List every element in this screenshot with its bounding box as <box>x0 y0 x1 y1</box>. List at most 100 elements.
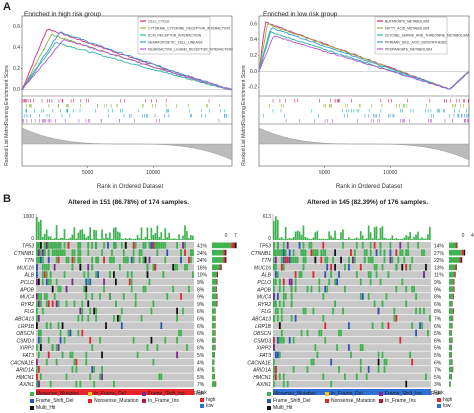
mutation-cell <box>63 271 66 278</box>
mutation-cell <box>184 249 186 256</box>
gene-freq-bar <box>212 359 214 365</box>
tmb-bar <box>73 227 76 240</box>
mutation-legend-swatch <box>325 392 329 396</box>
tmb-bar <box>415 234 417 240</box>
mutation-cell <box>399 336 402 344</box>
mutation-cell <box>36 278 38 286</box>
mutation-cell <box>348 322 350 329</box>
mutation-cell <box>146 263 149 271</box>
tmb-bar <box>178 234 180 240</box>
mutation-cell <box>116 315 119 322</box>
tmb-bar <box>326 238 328 240</box>
gene-label: FLG <box>24 309 34 315</box>
mutation-cell <box>273 344 275 351</box>
mutation-cell <box>132 256 135 264</box>
gene-label: CACNA1E <box>247 360 271 366</box>
mutation-cell <box>55 249 58 256</box>
gene-label: MUC16 <box>17 265 34 271</box>
mutation-cell <box>348 256 350 264</box>
mutation-cell <box>41 256 44 264</box>
mutation-cell <box>427 329 429 337</box>
mutation-cell <box>79 380 82 388</box>
gene-row-bg <box>273 300 431 308</box>
gene-freq-bar <box>449 344 452 351</box>
gene-label: FAT3 <box>23 353 35 359</box>
mutation-cell <box>99 373 101 381</box>
mutation-cell <box>57 242 60 249</box>
gsea-left-title: Enriched in high risk group <box>24 11 101 18</box>
gene-label: ARID1A <box>252 368 272 374</box>
mutation-cell <box>134 300 137 308</box>
mutation-cell <box>73 358 76 366</box>
mutation-cell <box>77 329 80 337</box>
mutation-cell <box>395 315 398 322</box>
mutation-cell <box>280 336 283 344</box>
mutation-cell <box>328 278 331 286</box>
mutation-cell <box>122 293 125 300</box>
mutation-cell <box>375 263 378 271</box>
gene-freq-bar <box>212 293 217 300</box>
mutation-cell <box>120 307 123 315</box>
tmb-bar <box>99 238 101 240</box>
tmb-bar <box>352 238 354 240</box>
mutation-cell <box>290 293 293 300</box>
gene-row-bg <box>36 307 194 315</box>
mutation-cell <box>148 278 151 286</box>
tmb-bar <box>184 225 186 240</box>
mutation-cell <box>126 256 129 264</box>
mutation-cell <box>377 307 380 315</box>
tmb-bar <box>162 238 165 240</box>
mutation-cell <box>330 271 333 278</box>
mutation-cell <box>59 242 62 249</box>
mutation-cell <box>278 285 281 293</box>
gsea-legend-box <box>374 16 448 55</box>
mutation-cell <box>353 249 356 256</box>
tmb-bar <box>188 238 190 240</box>
gene-freq-bar <box>212 308 215 314</box>
mutation-cell <box>77 256 80 264</box>
mutation-cell <box>101 373 103 381</box>
mutation-cell <box>75 358 78 366</box>
mutation-cell <box>294 256 297 264</box>
tmb-bar <box>292 236 295 240</box>
mutation-cell <box>326 263 329 271</box>
mutation-cell <box>381 263 384 271</box>
mutation-cell <box>379 249 382 256</box>
gene-freq-bar <box>214 330 216 336</box>
tmb-bar <box>158 237 161 240</box>
mutation-cell <box>353 256 356 264</box>
panel-letter-a: A <box>3 1 11 13</box>
gene-pct-label: 9% <box>434 280 442 286</box>
mutation-cell <box>278 373 281 381</box>
tmb-bar <box>192 235 194 240</box>
gene-freq-bar <box>225 257 227 263</box>
mutation-cell <box>405 380 408 388</box>
mutation-legend-item: Missense_Mutation <box>267 391 316 397</box>
mutation-cell <box>282 249 285 256</box>
mutation-cell <box>415 329 417 337</box>
mutation-cell <box>142 242 145 249</box>
mutation-cell <box>342 242 344 249</box>
tmb-bar <box>57 238 60 240</box>
mutation-legend-item: Multi_Hit <box>30 405 55 411</box>
mutation-cell <box>71 249 74 256</box>
mutation-legend-swatch <box>88 392 92 396</box>
mutation-cell <box>312 307 315 315</box>
mutation-cell <box>350 351 352 359</box>
mutation-cell <box>101 249 103 256</box>
mutation-cell <box>278 300 281 308</box>
gene-freq-bar <box>212 257 224 263</box>
mutation-cell <box>120 322 123 329</box>
mutation-cell <box>274 256 277 264</box>
gene-row-bg <box>273 249 431 256</box>
mutation-cell <box>290 315 293 322</box>
gene-freq-bar <box>223 249 226 256</box>
gsea-ytick-label: 0.4 <box>250 37 257 43</box>
mutation-cell <box>399 249 402 256</box>
tmb-bar <box>363 238 366 240</box>
mutation-cell <box>417 242 419 249</box>
mutation-cell <box>164 336 167 344</box>
gene-label: MUC16 <box>254 265 271 271</box>
mutation-cell <box>379 278 382 286</box>
gsea-legend-label: GLYCINE_SERINE_AND_THREONINE_METABOLISM <box>385 34 469 38</box>
